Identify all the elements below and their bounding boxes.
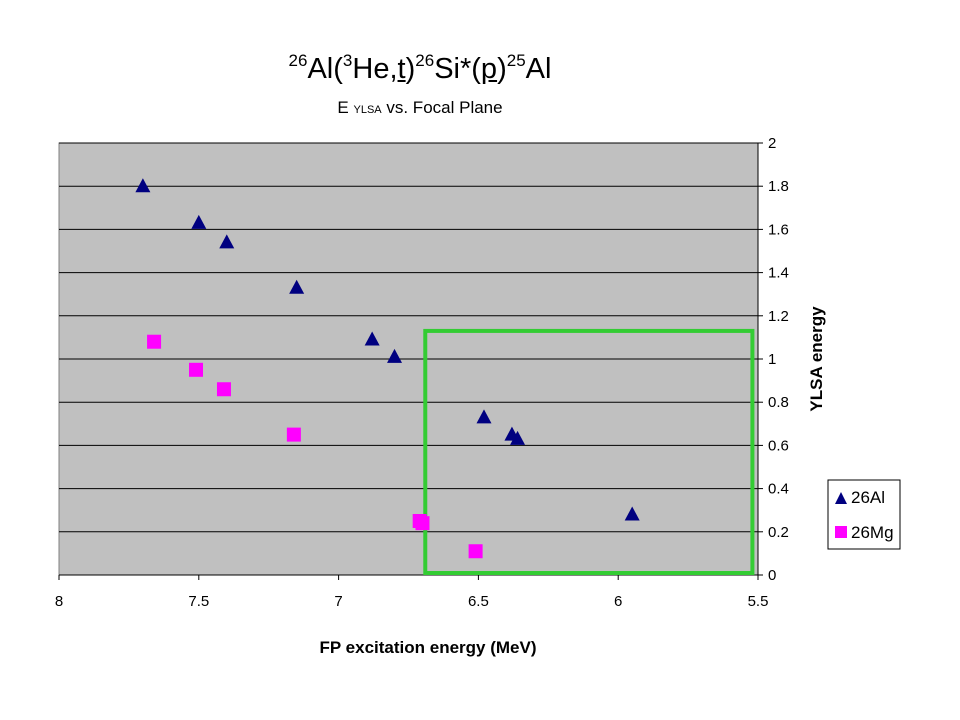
point-26al (191, 214, 207, 229)
y-tick-label: 1.2 (768, 308, 789, 325)
axes: 0 0.2 0.4 0.6 0.8 1 1.2 1.4 1.6 1.8 2 8 7.5 7 6.5 6 5.5 (55, 135, 789, 610)
x-tick-label: 7 (334, 593, 342, 610)
x-axis-title: FP excitation energy (MeV) (320, 638, 537, 657)
y-axis-title: YLSA energy (807, 306, 826, 412)
point-26al (219, 234, 235, 249)
highlight-box-group (423, 328, 755, 576)
x-tick-label: 8 (55, 593, 63, 610)
y-tick-label: 1 (768, 351, 776, 368)
point-26mg (189, 362, 204, 377)
point-26al (624, 506, 640, 521)
legend-marker-26mg (835, 526, 847, 538)
point-26mg (415, 516, 430, 531)
point-26al (387, 348, 403, 363)
y-tick-label: 1.6 (768, 221, 789, 238)
legend-label-26al: 26Al (851, 488, 885, 507)
chart-title: 26Al(3He,t)26Si*(p)25Al (288, 51, 552, 85)
point-26mg (147, 334, 162, 349)
x-tick-label: 6 (614, 593, 622, 610)
point-26mg (216, 382, 231, 397)
y-tick-label: 1.4 (768, 265, 789, 282)
x-tick-label: 5.5 (748, 593, 769, 610)
x-tick-label: 6.5 (468, 593, 489, 610)
y-tick-label: 0.4 (768, 481, 789, 498)
point-26al (364, 331, 380, 346)
highlight-box (423, 328, 755, 576)
y-tick-label: 2 (768, 135, 776, 152)
y-tick-label: 0.6 (768, 437, 789, 454)
y-tick-label: 0.8 (768, 394, 789, 411)
point-26al (510, 430, 526, 445)
x-tick-label: 7.5 (188, 593, 209, 610)
data-points (135, 178, 640, 559)
point-26al (135, 178, 151, 193)
legend: 26Al 26Mg (827, 479, 901, 550)
point-26al (476, 409, 492, 424)
legend-label-26mg: 26Mg (851, 523, 894, 542)
chart-subtitle: E YLSA vs. Focal Plane (337, 98, 503, 117)
point-26mg (286, 427, 301, 442)
y-tick-label: 0 (768, 567, 776, 584)
point-26mg (468, 544, 483, 559)
y-tick-label: 0.2 (768, 524, 789, 541)
y-tick-label: 1.8 (768, 178, 789, 195)
legend-marker-26al (835, 492, 847, 504)
point-26al (289, 279, 305, 294)
